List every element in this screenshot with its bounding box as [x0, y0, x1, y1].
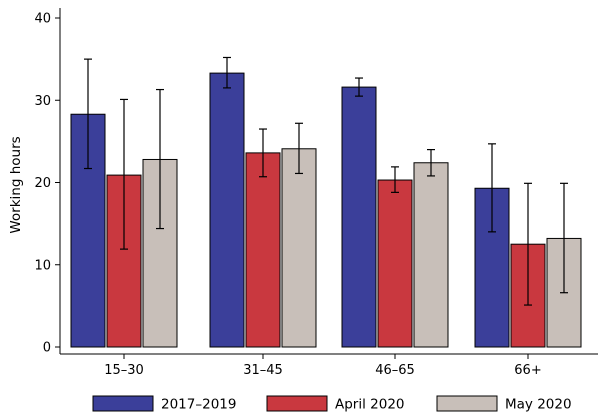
y-tick-label: 10	[34, 258, 51, 273]
error-bars	[84, 56, 568, 306]
axes	[55, 8, 598, 359]
x-tick-label: 15–30	[104, 363, 144, 378]
x-tick-label: 31–45	[243, 363, 283, 378]
y-tick-label: 40	[34, 12, 51, 27]
y-axis-title: Working hours	[8, 136, 24, 233]
bar	[341, 86, 377, 348]
legend: 2017–2019 April 2020 May 2020	[92, 395, 572, 413]
legend-swatch	[266, 395, 328, 412]
bar	[245, 152, 281, 348]
legend-swatch	[436, 395, 498, 412]
bars	[70, 72, 582, 348]
bar	[377, 179, 413, 348]
legend-label: April 2020	[335, 397, 405, 413]
x-tick-label: 66+	[514, 363, 541, 378]
legend-swatch	[92, 395, 154, 412]
legend-label: 2017–2019	[161, 397, 236, 413]
legend-label: May 2020	[505, 397, 572, 413]
bar	[413, 162, 449, 348]
y-tick-labels: 0 10 20 30 40	[34, 12, 51, 356]
bar	[281, 148, 317, 348]
x-tick-labels: 15–30 31–45 46–65 66+	[104, 363, 542, 378]
y-tick-label: 30	[34, 94, 51, 109]
y-tick-label: 20	[34, 176, 51, 191]
y-tick-label: 0	[43, 341, 51, 356]
bar	[209, 72, 245, 348]
x-tick-label: 46–65	[375, 363, 415, 378]
